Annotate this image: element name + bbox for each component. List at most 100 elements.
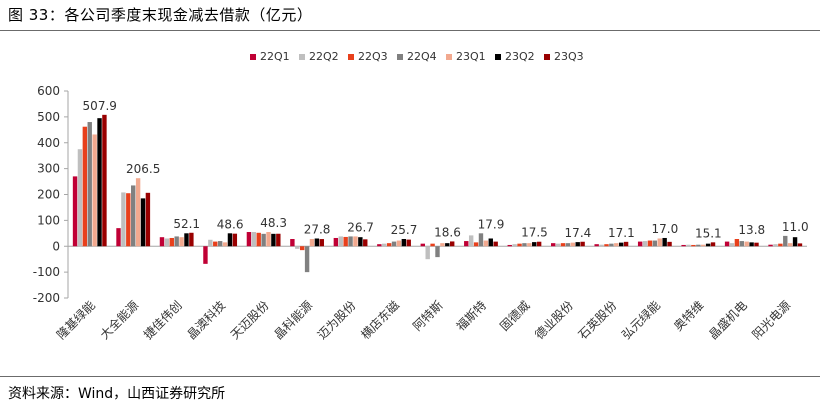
bar bbox=[386, 243, 392, 247]
bar bbox=[681, 244, 686, 247]
bar bbox=[527, 243, 532, 247]
bar bbox=[126, 193, 131, 247]
bar bbox=[473, 242, 479, 247]
data-label: 17.1 bbox=[608, 226, 635, 240]
bar bbox=[159, 237, 165, 247]
bar bbox=[184, 233, 189, 247]
bar bbox=[662, 237, 667, 247]
bar bbox=[744, 241, 749, 247]
legend-label: 23Q3 bbox=[554, 50, 584, 63]
bar bbox=[425, 246, 430, 260]
y-tick-label: 400 bbox=[37, 136, 60, 150]
category-label: 阳光电源 bbox=[750, 298, 794, 342]
category-label: 石英股份 bbox=[576, 298, 620, 342]
bar bbox=[517, 243, 522, 247]
bar bbox=[618, 242, 624, 247]
bar bbox=[734, 239, 740, 247]
legend-label: 22Q4 bbox=[407, 50, 437, 63]
legend-item: 23Q2 bbox=[495, 50, 535, 63]
legend-swatch bbox=[348, 54, 354, 60]
bar bbox=[382, 243, 387, 247]
category-label: 固德威 bbox=[496, 298, 532, 334]
bar bbox=[92, 134, 97, 247]
category-label: 弘元绿能 bbox=[618, 298, 663, 343]
legend-label: 22Q2 bbox=[309, 50, 339, 63]
bar bbox=[532, 242, 537, 247]
category-label: 天迈股份 bbox=[228, 298, 272, 342]
bar bbox=[208, 239, 213, 247]
category-label: 捷佳伟创 bbox=[141, 298, 185, 342]
category-label: 迈为股份 bbox=[315, 298, 359, 342]
data-label: 48.3 bbox=[260, 216, 287, 230]
bar bbox=[642, 241, 648, 247]
legend-label: 23Q1 bbox=[456, 50, 486, 63]
category-label: 大全能源 bbox=[97, 298, 142, 343]
bar bbox=[435, 246, 440, 258]
legend-item: 22Q4 bbox=[397, 50, 437, 63]
bar bbox=[623, 241, 629, 247]
bar bbox=[338, 236, 343, 247]
bar bbox=[131, 185, 136, 247]
data-label: 52.1 bbox=[173, 217, 200, 231]
legend-item: 22Q3 bbox=[348, 50, 388, 63]
bar bbox=[478, 233, 484, 247]
bar bbox=[522, 243, 527, 247]
bar bbox=[440, 243, 445, 247]
category-label: 奥特维 bbox=[670, 298, 706, 334]
y-tick-label: 500 bbox=[37, 110, 60, 124]
bar bbox=[430, 243, 435, 247]
category-label: 阿特斯 bbox=[410, 298, 446, 334]
bar bbox=[82, 126, 88, 247]
bar bbox=[261, 233, 266, 247]
bar bbox=[304, 246, 310, 273]
bar bbox=[353, 236, 358, 247]
bar bbox=[507, 244, 512, 247]
bar bbox=[710, 242, 716, 247]
legend-swatch bbox=[544, 54, 550, 60]
category-label: 晶盛机电 bbox=[705, 298, 750, 343]
bar bbox=[227, 233, 233, 247]
bar bbox=[299, 246, 305, 251]
category-label: 晶澳科技 bbox=[184, 298, 228, 342]
y-tick-label: 100 bbox=[37, 213, 60, 227]
data-label: 26.7 bbox=[347, 220, 374, 234]
bar bbox=[701, 244, 706, 247]
bar bbox=[251, 232, 257, 247]
bar-chart: 22Q1 22Q2 22Q3 22Q4 23Q1 23Q2 23Q3 -200 -100 0 100… bbox=[33, 50, 809, 343]
bar bbox=[570, 242, 576, 247]
bar bbox=[169, 237, 174, 247]
bar bbox=[222, 242, 228, 247]
bar bbox=[396, 240, 402, 247]
bar bbox=[140, 198, 146, 247]
bar bbox=[266, 232, 271, 247]
bar bbox=[609, 243, 614, 247]
data-label: 18.6 bbox=[434, 225, 461, 239]
category-label: 福斯特 bbox=[453, 298, 489, 334]
bar bbox=[72, 176, 78, 247]
bar bbox=[565, 243, 571, 247]
bar bbox=[686, 244, 691, 247]
source-note: 资料来源：Wind，山西证券研究所 bbox=[8, 386, 226, 402]
bar bbox=[773, 244, 778, 247]
data-label: 25.7 bbox=[391, 223, 418, 237]
data-label: 507.9 bbox=[83, 99, 117, 113]
bar bbox=[637, 241, 643, 247]
bar bbox=[179, 237, 184, 247]
bar bbox=[705, 243, 711, 247]
legend-item: 22Q1 bbox=[250, 50, 290, 63]
bar bbox=[290, 239, 295, 247]
data-label: 15.1 bbox=[695, 226, 722, 240]
bar bbox=[246, 232, 252, 247]
bar bbox=[749, 242, 754, 247]
bar bbox=[792, 237, 798, 247]
bar bbox=[391, 241, 397, 247]
bar bbox=[343, 236, 348, 247]
bar bbox=[217, 241, 223, 247]
legend-item: 22Q2 bbox=[299, 50, 339, 63]
bar bbox=[319, 239, 324, 247]
bar bbox=[102, 114, 107, 247]
legend-swatch bbox=[250, 54, 256, 60]
bar bbox=[363, 239, 368, 247]
bar bbox=[406, 239, 411, 247]
bar bbox=[295, 246, 300, 249]
